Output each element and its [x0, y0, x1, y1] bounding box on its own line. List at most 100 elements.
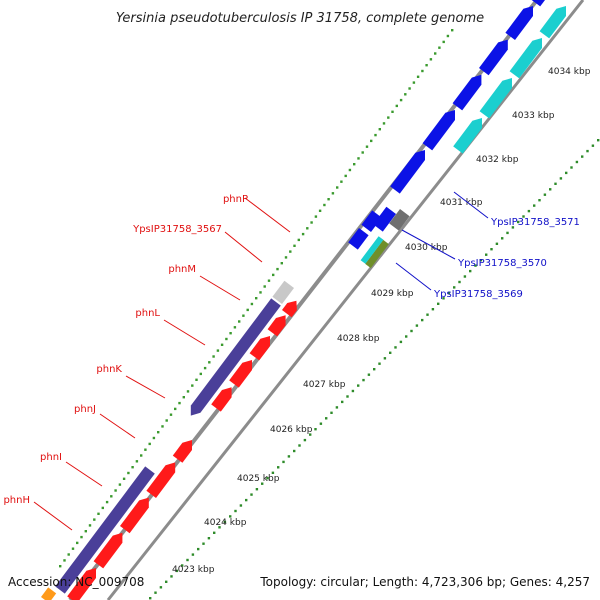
gc-dot	[110, 495, 113, 498]
gc-dot	[362, 378, 365, 382]
forward-gene-arrow	[120, 497, 149, 534]
gc-dot	[351, 389, 355, 393]
gc-dot	[538, 199, 541, 202]
gc-dot	[197, 547, 200, 551]
gc-dot	[297, 238, 300, 242]
gc-dot	[233, 326, 237, 329]
gc-dot	[246, 308, 249, 312]
gc-dot	[405, 335, 408, 338]
gc-dot	[591, 144, 595, 147]
gc-dot	[242, 314, 245, 317]
gc-dot	[301, 232, 305, 236]
gc-dot	[434, 52, 437, 55]
gc-dot	[554, 182, 557, 185]
cyan-gene-arrow	[509, 38, 542, 79]
gc-dot	[410, 329, 413, 333]
scale-ticks: 4023 kbp 4024 kbp 4025 kbp 4026 kbp 4027 kbp…	[172, 67, 591, 575]
gc-dot	[458, 280, 461, 284]
gc-dot	[543, 193, 547, 196]
blue-gene-arrow	[505, 6, 533, 40]
gc-dot	[261, 482, 264, 485]
gc-dot	[149, 597, 152, 600]
gc-dot	[250, 493, 253, 496]
gc-dot	[287, 455, 291, 458]
gc-dot	[331, 192, 335, 195]
gc-dot	[272, 273, 275, 277]
reverse-gene-block	[190, 298, 281, 416]
gc-dot	[229, 515, 232, 518]
gene-leader-line	[65, 461, 103, 487]
gene-label-left: phnP	[223, 194, 248, 205]
gc-dot	[218, 526, 221, 529]
gene-leader-line	[199, 275, 241, 301]
gene-label-left: phnL	[135, 308, 160, 319]
gc-dot	[382, 122, 386, 125]
gc-dot	[314, 215, 318, 218]
gc-dot	[447, 291, 451, 295]
gc-dot	[378, 128, 381, 131]
cyan-gene-arrow	[539, 6, 566, 39]
gc-dot	[415, 324, 419, 327]
gc-dot	[170, 575, 173, 578]
gene-label-right: YpsIP31758_3571	[490, 217, 580, 228]
gc-dot	[220, 343, 224, 346]
gc-dot	[323, 203, 326, 207]
gc-dot	[395, 104, 398, 108]
gc-dot	[169, 413, 173, 416]
gc-dot	[501, 237, 504, 240]
gc-dot	[391, 110, 394, 113]
gene-leader-line	[33, 501, 73, 531]
gc-dot	[154, 591, 157, 594]
gc-dot	[490, 248, 493, 251]
cyan-gene-arrow	[479, 78, 512, 119]
gc-dot	[522, 215, 525, 218]
gc-dot	[208, 361, 211, 364]
gc-dot	[336, 186, 339, 189]
gc-dot	[122, 477, 126, 480]
gene-YpsIP31758_3569-green	[365, 239, 389, 269]
gc-dot	[303, 438, 307, 442]
gene-leader-line	[401, 229, 456, 260]
gene-YpsIP31758_3570	[389, 209, 410, 231]
gc-dot	[438, 46, 441, 49]
gc-dot	[511, 226, 515, 229]
gc-dot	[318, 209, 322, 212]
gc-dot	[131, 466, 134, 469]
gc-dot	[161, 425, 164, 428]
gc-dots-outer	[59, 29, 454, 568]
gc-dot	[565, 171, 568, 175]
gc-dot	[421, 318, 424, 322]
gc-dot	[144, 448, 147, 451]
gc-dot	[223, 520, 227, 524]
gc-dot	[234, 509, 237, 513]
gene-leader-line	[244, 197, 291, 233]
gc-dot	[451, 29, 454, 32]
gc-dot	[421, 69, 424, 73]
gc-dot	[341, 400, 344, 404]
gc-dot	[425, 64, 428, 67]
gc-dot	[378, 362, 381, 365]
outer-gene-tracks	[41, 280, 297, 600]
gc-dot	[284, 256, 288, 259]
gc-dot	[353, 163, 356, 166]
gc-dot	[152, 436, 156, 440]
gc-dot	[114, 489, 117, 492]
gc-dot	[412, 81, 416, 84]
gc-dot	[245, 498, 248, 502]
gc-dot	[159, 586, 163, 589]
gc-dot	[88, 524, 92, 527]
scale-tick-label: 4030 kbp	[405, 243, 448, 253]
gc-dot	[271, 471, 275, 474]
accession-text: Accession: NC_009708	[8, 575, 144, 589]
gc-dot	[533, 204, 536, 207]
gc-dot	[280, 262, 283, 265]
gc-dot	[181, 564, 184, 567]
gc-dot	[267, 279, 271, 282]
gc-dot	[394, 346, 397, 349]
gc-dot	[431, 308, 435, 311]
gc-dot	[84, 530, 87, 533]
reverse-gene-block	[55, 466, 155, 594]
gc-dot	[479, 259, 483, 262]
gc-dot	[298, 444, 301, 447]
